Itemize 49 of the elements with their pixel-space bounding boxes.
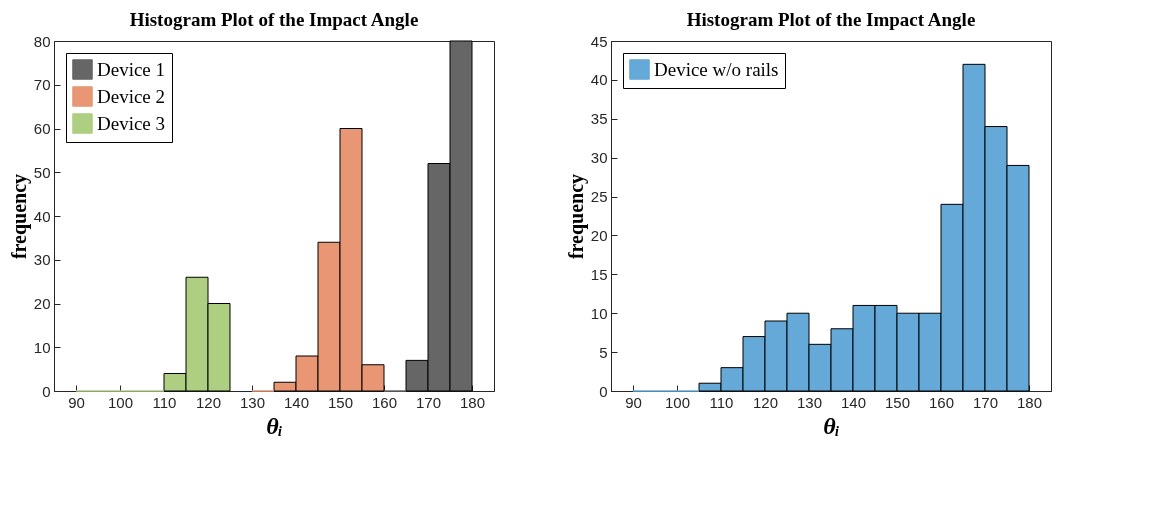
y-tick-label: 80 xyxy=(33,32,51,50)
x-tick-label: 110 xyxy=(152,393,177,411)
x-tick-label: 90 xyxy=(625,393,642,411)
y-tick-label: 35 xyxy=(590,110,608,128)
x-tick-label: 100 xyxy=(107,393,134,411)
y-tick-label: 20 xyxy=(33,295,51,312)
y-tick-label: 10 xyxy=(590,304,608,322)
x-tick-label: 130 xyxy=(796,393,823,411)
x-tick-label: 140 xyxy=(840,393,867,411)
x-tick-label: 170 xyxy=(415,393,442,411)
legend-label: Device w/o rails xyxy=(654,58,779,80)
y-axis-title: frequency xyxy=(564,173,588,260)
y-tick-label: 0 xyxy=(599,382,608,400)
x-tick-label: 160 xyxy=(371,393,398,411)
y-tick-label: 5 xyxy=(599,343,608,361)
y-tick-label: 40 xyxy=(590,71,608,89)
y-tick-label: 60 xyxy=(33,120,51,137)
x-tick-label: 180 xyxy=(1016,393,1043,411)
y-tick-label: 30 xyxy=(590,149,608,167)
legend-label: Device 1 xyxy=(97,58,166,80)
x-tick-label: 160 xyxy=(928,393,955,411)
y-tick-label: 10 xyxy=(33,338,51,356)
x-tick-label: 180 xyxy=(459,393,486,411)
legend-label: Device 3 xyxy=(97,112,166,134)
y-tick-label: 20 xyxy=(590,226,608,244)
x-tick-label: 100 xyxy=(664,393,691,411)
y-tick-label: 70 xyxy=(33,76,51,94)
y-tick-label: 50 xyxy=(33,163,51,181)
y-tick-label: 25 xyxy=(590,188,608,206)
x-tick-label: 90 xyxy=(68,393,85,411)
x-axis-title: θᵢ xyxy=(266,412,283,439)
x-tick-label: 150 xyxy=(327,393,354,411)
x-tick-label: 130 xyxy=(239,393,266,411)
y-tick-label: 0 xyxy=(42,382,51,400)
y-tick-label: 30 xyxy=(33,251,51,269)
x-tick-label: 120 xyxy=(195,393,222,411)
x-tick-label: 110 xyxy=(709,393,734,411)
x-tick-label: 170 xyxy=(972,393,999,411)
y-axis-title: frequency xyxy=(7,173,31,260)
y-tick-label: 15 xyxy=(590,265,608,283)
chart-title: Histogram Plot of the Impact Angle xyxy=(129,9,419,30)
x-tick-label: 140 xyxy=(283,393,310,411)
chart-title: Histogram Plot of the Impact Angle xyxy=(686,9,976,30)
x-tick-label: 150 xyxy=(884,393,911,411)
y-tick-label: 40 xyxy=(33,207,51,225)
y-tick-label: 45 xyxy=(590,32,608,50)
x-tick-label: 120 xyxy=(752,393,779,411)
legend-label: Device 2 xyxy=(97,85,166,107)
x-axis-title: θᵢ xyxy=(823,412,840,439)
